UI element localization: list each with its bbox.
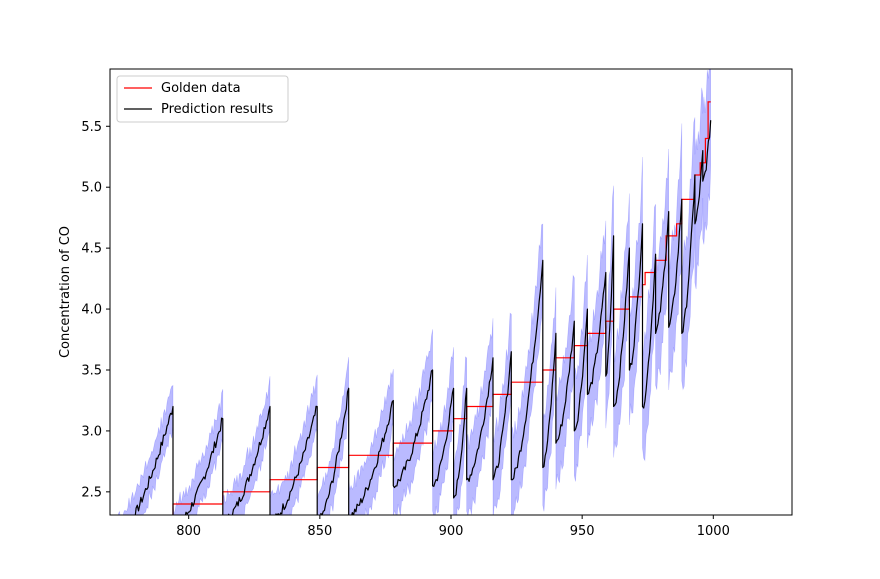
y-tick-label: 3.5 bbox=[81, 363, 102, 378]
y-tick-label: 5.5 bbox=[81, 120, 102, 135]
x-tick-label: 900 bbox=[439, 524, 464, 539]
legend: Golden data Prediction results bbox=[116, 75, 289, 123]
uncertainty-band bbox=[117, 69, 711, 515]
series-layer bbox=[134, 101, 712, 515]
band-area bbox=[117, 69, 711, 515]
x-tick-label: 950 bbox=[570, 524, 595, 539]
x-tick-label: 800 bbox=[176, 524, 201, 539]
y-axis: 2.5 3.0 3.5 4.0 4.5 5.0 5.5 bbox=[81, 120, 110, 500]
legend-label-prediction-results: Prediction results bbox=[161, 102, 273, 117]
y-tick-label: 4.0 bbox=[81, 303, 102, 318]
y-tick-label: 3.0 bbox=[81, 424, 102, 439]
y-tick-label: 2.5 bbox=[81, 485, 102, 500]
legend-label-golden-data: Golden data bbox=[161, 81, 241, 96]
y-tick-label: 4.5 bbox=[81, 242, 102, 257]
x-tick-label: 850 bbox=[307, 524, 332, 539]
x-axis: 800 850 900 950 1000 bbox=[176, 515, 730, 539]
y-tick-label: 5.0 bbox=[81, 181, 102, 196]
y-axis-label: Concentration of CO bbox=[58, 226, 73, 358]
x-tick-label: 1000 bbox=[697, 524, 730, 539]
series-prediction-results-line bbox=[134, 120, 712, 515]
legend-box bbox=[116, 75, 289, 123]
